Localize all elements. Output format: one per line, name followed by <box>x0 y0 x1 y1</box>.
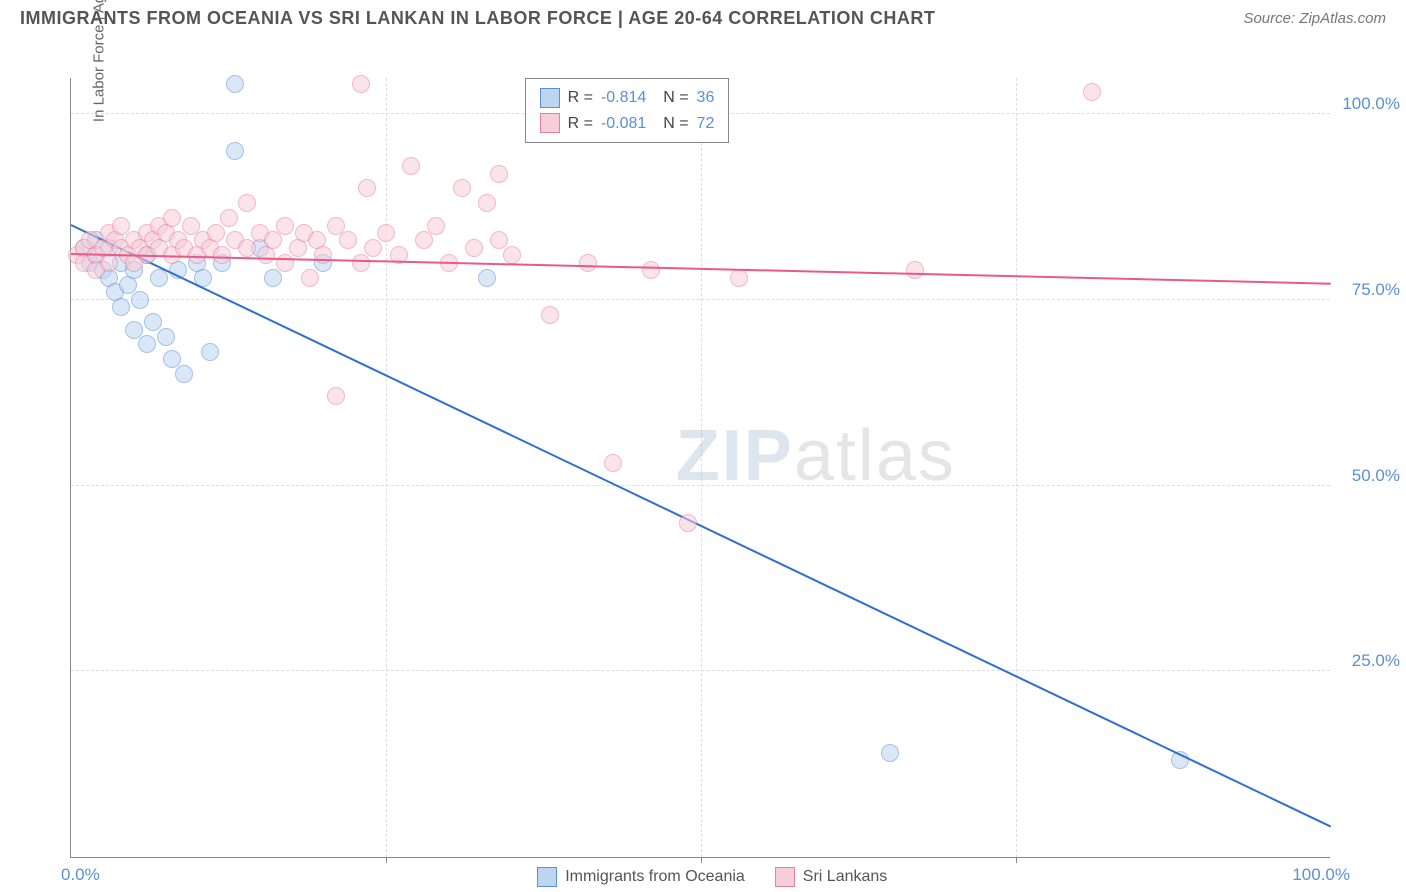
data-point <box>478 194 496 212</box>
data-point <box>163 350 181 368</box>
data-point <box>100 254 118 272</box>
data-point <box>301 269 319 287</box>
data-point <box>881 744 899 762</box>
y-tick-label: 100.0% <box>1340 94 1400 114</box>
data-point <box>352 254 370 272</box>
data-point <box>490 231 508 249</box>
data-point <box>213 246 231 264</box>
legend-row: R = -0.814 N = 36 <box>540 85 715 111</box>
data-point <box>358 179 376 197</box>
legend-swatch <box>540 88 560 108</box>
data-point <box>490 165 508 183</box>
legend-r-label: R = <box>568 85 593 111</box>
legend-series-name: Immigrants from Oceania <box>565 868 745 886</box>
data-point <box>238 239 256 257</box>
data-point <box>1083 83 1101 101</box>
legend-r-value: -0.814 <box>601 85 646 111</box>
data-point <box>182 217 200 235</box>
data-point <box>226 142 244 160</box>
stats-legend: R = -0.814 N = 36R = -0.081 N = 72 <box>525 78 730 143</box>
data-point <box>112 298 130 316</box>
data-point <box>220 209 238 227</box>
y-tick-label: 75.0% <box>1340 280 1400 300</box>
data-point <box>175 365 193 383</box>
data-point <box>503 246 521 264</box>
gridline-v <box>1016 78 1017 857</box>
x-tick-label-min: 0.0% <box>61 865 100 885</box>
data-point <box>339 231 357 249</box>
legend-n-value: 36 <box>697 85 715 111</box>
data-point <box>131 291 149 309</box>
data-point <box>201 343 219 361</box>
legend-n-value: 72 <box>697 111 715 137</box>
data-point <box>642 261 660 279</box>
data-point <box>465 239 483 257</box>
data-point <box>427 217 445 235</box>
data-point <box>157 328 175 346</box>
gridline-v <box>386 78 387 857</box>
data-point <box>906 261 924 279</box>
x-tick-mark <box>1016 857 1017 863</box>
legend-r-value: -0.081 <box>601 111 646 137</box>
data-point <box>377 224 395 242</box>
data-point <box>144 313 162 331</box>
data-point <box>264 269 282 287</box>
data-point <box>163 209 181 227</box>
data-point <box>579 254 597 272</box>
legend-swatch <box>540 113 560 133</box>
x-tick-label-max: 100.0% <box>1292 865 1350 885</box>
y-tick-label: 25.0% <box>1340 651 1400 671</box>
legend-swatch <box>775 867 795 887</box>
y-tick-label: 50.0% <box>1340 466 1400 486</box>
data-point <box>415 231 433 249</box>
data-point <box>276 217 294 235</box>
data-point <box>264 231 282 249</box>
data-point <box>541 306 559 324</box>
data-point <box>478 269 496 287</box>
legend-row: R = -0.081 N = 72 <box>540 111 715 137</box>
source-label: Source: ZipAtlas.com <box>1243 10 1386 27</box>
legend-series-name: Sri Lankans <box>803 868 888 886</box>
data-point <box>364 239 382 257</box>
page-title: IMMIGRANTS FROM OCEANIA VS SRI LANKAN IN… <box>20 8 935 29</box>
data-point <box>730 269 748 287</box>
legend-r-label: R = <box>568 111 593 137</box>
data-point <box>352 75 370 93</box>
plot-area: 25.0%50.0%75.0%100.0%0.0%100.0%ZIPatlasR… <box>70 78 1330 858</box>
gridline-v <box>701 78 702 857</box>
legend-n-label: N = <box>654 85 688 111</box>
data-point <box>402 157 420 175</box>
data-point <box>138 335 156 353</box>
series-legend: Immigrants from Oceania Sri Lankans <box>537 867 887 887</box>
data-point <box>604 454 622 472</box>
x-tick-mark <box>386 857 387 863</box>
data-point <box>314 246 332 264</box>
data-point <box>276 254 294 272</box>
legend-swatch <box>537 867 557 887</box>
data-point <box>226 75 244 93</box>
data-point <box>112 217 130 235</box>
data-point <box>327 217 345 235</box>
x-tick-mark <box>701 857 702 863</box>
data-point <box>238 194 256 212</box>
data-point <box>453 179 471 197</box>
legend-item: Immigrants from Oceania <box>537 867 745 887</box>
data-point <box>327 387 345 405</box>
legend-n-label: N = <box>654 111 688 137</box>
data-point <box>207 224 225 242</box>
legend-item: Sri Lankans <box>775 867 888 887</box>
data-point <box>679 514 697 532</box>
data-point <box>125 321 143 339</box>
